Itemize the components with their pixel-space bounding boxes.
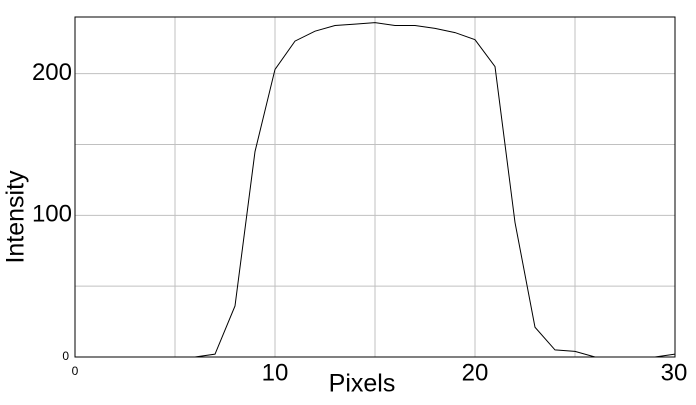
y-tick-label: 200: [32, 59, 72, 86]
x-tick-label: 20: [462, 359, 489, 386]
x-axis-label: Pixels: [329, 370, 396, 398]
x-tick-label: 10: [262, 359, 289, 386]
y-tick-label: 0: [62, 349, 69, 363]
x-tick-label: 30: [661, 359, 688, 386]
data-line: [75, 22, 676, 358]
plot-frame: [74, 16, 676, 358]
y-axis-label: Intensity: [2, 170, 30, 264]
x-tick-label: 0: [72, 364, 79, 378]
y-tick-label: 100: [32, 201, 72, 228]
